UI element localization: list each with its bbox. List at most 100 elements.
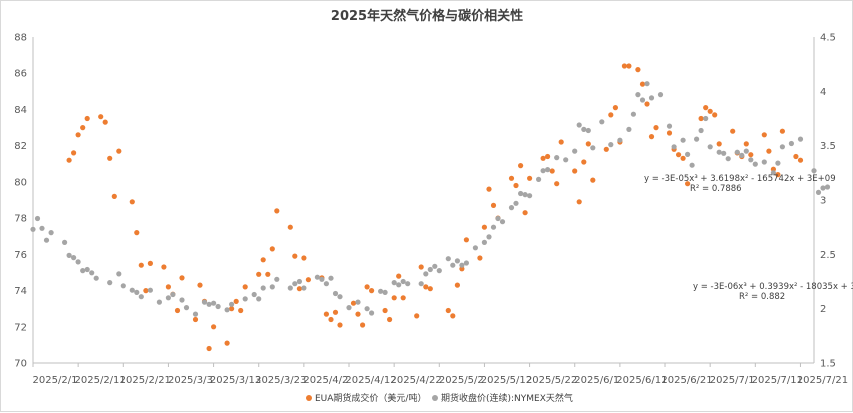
data-point-series-1 — [296, 286, 302, 292]
legend-marker-2 — [432, 395, 438, 401]
x-tick-label: 2025/7/11 — [752, 375, 803, 386]
data-point-series-2 — [147, 287, 153, 293]
data-point-series-2 — [743, 148, 749, 154]
x-tick-label: 2025/4/2 — [303, 375, 348, 386]
data-point-series-1 — [323, 311, 329, 317]
data-point-series-2 — [80, 268, 86, 274]
trendline-equation: y = -3E-06x³ + 0.3939x² - 18035x + 3E+08 — [693, 282, 853, 292]
data-point-series-2 — [251, 291, 257, 298]
data-point-series-2 — [734, 149, 740, 155]
data-point-series-2 — [536, 176, 542, 182]
data-point-series-1 — [585, 141, 591, 147]
data-point-series-2 — [301, 285, 307, 291]
x-tick-label: 2025/6/21 — [661, 375, 712, 386]
data-point-series-1 — [197, 282, 203, 288]
data-point-series-1 — [256, 271, 262, 277]
data-point-series-1 — [418, 264, 424, 270]
x-axis-ticks: 2025/2/12025/2/112025/2/212025/3/32025/3… — [32, 363, 848, 386]
data-point-series-1 — [414, 313, 420, 319]
data-point-series-2 — [116, 271, 122, 277]
data-point-series-2 — [337, 294, 343, 300]
x-tick-label: 2025/7/21 — [797, 375, 848, 386]
left-tick-label: 86 — [14, 69, 27, 80]
data-point-series-1 — [66, 157, 72, 163]
data-point-series-2 — [788, 140, 795, 147]
data-point-series-2 — [820, 185, 826, 191]
data-point-series-1 — [743, 141, 749, 147]
data-point-series-1 — [84, 115, 90, 122]
data-point-series-2 — [287, 285, 293, 291]
data-point-series-2 — [314, 274, 320, 280]
data-point-series-1 — [147, 260, 153, 266]
data-point-series-1 — [179, 275, 185, 281]
right-tick-label: 3.5 — [820, 141, 836, 152]
data-point-series-2 — [30, 226, 36, 232]
data-point-series-1 — [242, 284, 248, 290]
data-point-series-2 — [48, 230, 54, 236]
data-point-series-2 — [454, 258, 460, 264]
data-point-series-1 — [540, 155, 546, 161]
data-point-series-2 — [748, 157, 754, 163]
data-point-series-2 — [156, 299, 162, 305]
data-point-series-2 — [396, 282, 402, 288]
data-point-series-2 — [84, 266, 90, 273]
data-point-series-1 — [716, 141, 722, 147]
data-point-series-1 — [224, 340, 230, 346]
data-point-series-1 — [644, 101, 650, 107]
data-points — [30, 63, 831, 352]
data-point-series-1 — [337, 322, 343, 328]
data-point-series-1 — [116, 148, 122, 154]
data-point-series-1 — [332, 309, 339, 315]
data-point-series-1 — [265, 271, 271, 277]
data-point-series-1 — [680, 155, 686, 161]
left-tick-label: 72 — [14, 322, 27, 333]
data-point-series-2 — [332, 290, 339, 297]
left-tick-label: 76 — [14, 250, 27, 261]
data-point-series-2 — [138, 294, 144, 300]
data-point-series-1 — [75, 132, 81, 138]
data-point-series-2 — [599, 119, 605, 125]
legend-marker-1 — [306, 395, 312, 401]
data-point-series-1 — [445, 307, 451, 314]
data-point-series-1 — [698, 115, 704, 122]
data-point-series-1 — [71, 150, 77, 156]
data-point-series-1 — [364, 284, 370, 290]
data-point-series-1 — [775, 172, 781, 178]
data-point-series-1 — [797, 157, 804, 163]
data-point-series-1 — [770, 166, 777, 172]
x-tick-label: 2025/4/12 — [345, 375, 396, 386]
data-point-series-2 — [590, 145, 596, 151]
data-point-series-2 — [513, 200, 519, 206]
data-point-series-2 — [418, 281, 424, 287]
data-point-series-1 — [233, 298, 239, 304]
data-point-series-2 — [260, 285, 266, 291]
data-point-series-2 — [192, 311, 199, 317]
data-point-series-1 — [165, 284, 171, 290]
data-point-series-2 — [134, 289, 140, 295]
data-point-series-2 — [242, 296, 248, 302]
data-point-series-1 — [391, 295, 397, 301]
data-point-series-1 — [612, 105, 619, 111]
data-point-series-2 — [666, 123, 673, 129]
data-point-series-1 — [260, 257, 266, 263]
x-tick-label: 2025/3/3 — [168, 375, 213, 386]
data-point-series-1 — [527, 175, 533, 181]
data-point-series-2 — [508, 205, 515, 211]
data-point-series-2 — [215, 303, 221, 310]
data-point-series-2 — [694, 136, 700, 142]
data-point-series-1 — [653, 125, 659, 131]
data-point-series-2 — [721, 150, 727, 156]
legend-label-1: EUA期货成交价（美元/吨） — [315, 392, 426, 404]
data-point-series-2 — [179, 297, 185, 303]
x-tick-label: 2025/2/1 — [33, 375, 78, 386]
data-point-series-2 — [617, 137, 623, 143]
data-point-series-1 — [423, 284, 429, 290]
data-point-series-1 — [211, 324, 217, 330]
data-point-series-1 — [382, 307, 388, 314]
data-point-series-2 — [481, 239, 487, 245]
data-point-series-1 — [238, 307, 244, 314]
data-point-series-2 — [292, 281, 298, 287]
data-point-series-2 — [201, 299, 208, 305]
data-point-series-2 — [518, 190, 524, 197]
data-point-series-2 — [716, 149, 722, 155]
